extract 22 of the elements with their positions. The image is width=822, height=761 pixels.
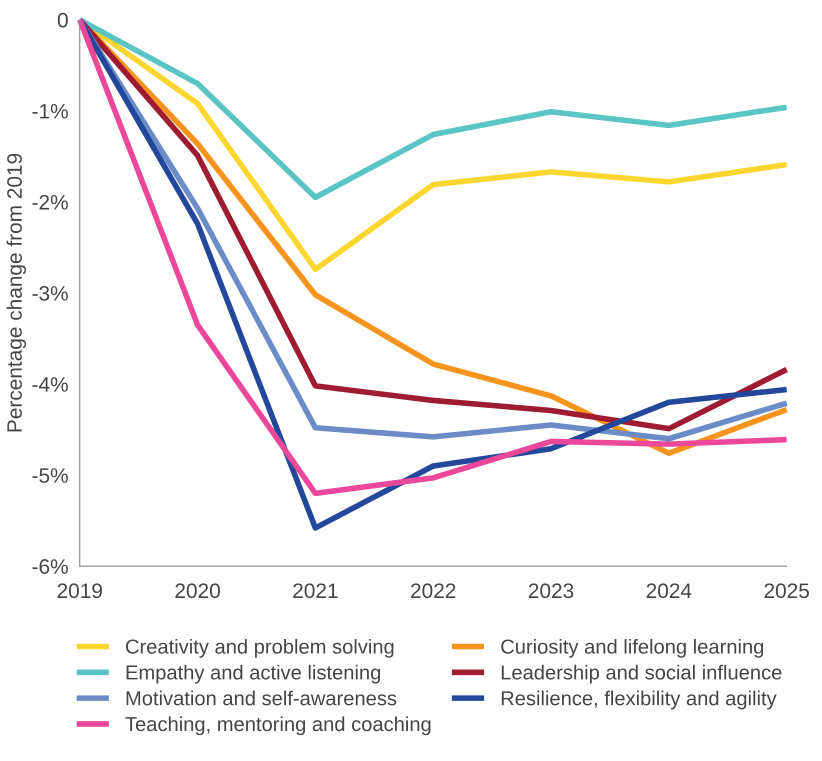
x-tick-label: 2020 <box>175 583 220 598</box>
x-tick-label: 2025 <box>764 583 809 598</box>
y-tick-label: -1% <box>32 104 68 119</box>
legend-label: Curiosity and lifelong learning <box>501 638 764 658</box>
legend-label: Empathy and active listening <box>126 664 380 684</box>
y-tick-label: -3% <box>32 286 68 301</box>
x-tick-label: 2024 <box>646 583 692 598</box>
legend-label: Creativity and problem solving <box>126 638 394 658</box>
x-tick-label: 2023 <box>528 583 574 598</box>
y-axis-title: Percentage change from 2019 <box>6 154 26 432</box>
x-tick-label: 2021 <box>293 583 338 598</box>
y-tick-label: 0 <box>58 12 68 28</box>
y-tick-label: -2% <box>32 194 68 210</box>
legend-label: Teaching, mentoring and coaching <box>125 716 430 736</box>
legend-label: Resilience, flexibility and agility <box>502 690 777 710</box>
y-tick-label: -5% <box>32 468 68 483</box>
legend-label: Motivation and self-awareness <box>126 690 396 706</box>
x-tick-label: 2019 <box>58 583 102 598</box>
y-tick-label: -6% <box>32 559 68 574</box>
y-tick-label: -4% <box>32 377 68 392</box>
x-tick-label: 2022 <box>411 583 456 598</box>
legend-label: Leadership and social influence <box>502 664 782 684</box>
